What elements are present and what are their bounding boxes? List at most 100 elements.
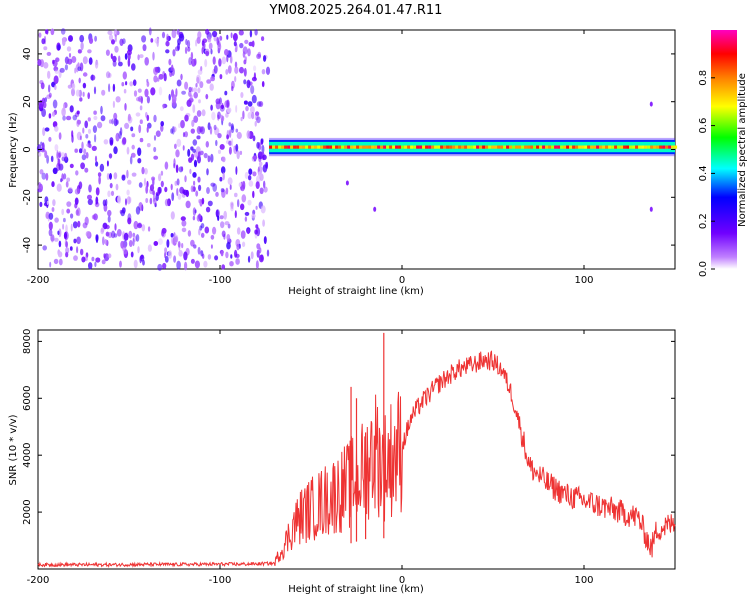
signal-band-core [398, 145, 402, 149]
signal-band-core [296, 145, 300, 149]
noise-cell [122, 249, 128, 255]
noise-cell [258, 161, 263, 166]
noise-cell [247, 48, 251, 57]
noise-cell [171, 64, 174, 72]
noise-cell [184, 81, 189, 90]
noise-cell [181, 220, 187, 227]
noise-cell [111, 39, 115, 45]
noise-cell [88, 37, 94, 44]
y-tick-label: 8000 [22, 329, 33, 354]
noise-cell [261, 144, 265, 154]
noise-cell [198, 99, 201, 104]
signal-band-core [500, 145, 504, 149]
noise-cell [198, 228, 201, 236]
noise-cell [58, 163, 64, 171]
noise-cell [156, 39, 159, 47]
signal-band-core [371, 145, 375, 149]
noise-cell [191, 119, 195, 127]
noise-cell [70, 223, 73, 232]
noise-cell [178, 250, 183, 257]
noise-cell [215, 191, 219, 197]
noise-cell [206, 79, 212, 84]
colorbar-tick-label: 0.4 [698, 165, 709, 181]
noise-cell [251, 40, 255, 48]
noise-cell [207, 122, 211, 131]
noise-cell [231, 86, 234, 92]
noise-cell [219, 215, 224, 220]
noise-cell [210, 234, 215, 240]
noise-cell [174, 180, 178, 186]
noise-cell [100, 227, 105, 233]
noise-cell [195, 83, 198, 88]
noise-cell [192, 207, 196, 216]
noise-cell [249, 30, 253, 38]
noise-cell [209, 83, 214, 91]
noise-cell [93, 110, 97, 115]
noise-cell [213, 65, 218, 74]
signal-band-core [404, 145, 408, 149]
noise-cell [121, 82, 125, 87]
noise-cell [209, 126, 213, 135]
noise-cell [240, 116, 243, 122]
noise-cell [192, 104, 196, 113]
signal-band-core [392, 145, 396, 149]
noise-cell [192, 215, 196, 221]
noise-cell [44, 150, 48, 159]
signal-band-core [275, 145, 279, 149]
noise-cell [235, 105, 238, 113]
noise-cell [253, 65, 257, 72]
noise-cell [179, 106, 184, 112]
noise-cell [41, 108, 46, 117]
noise-cell [203, 152, 208, 159]
noise-cell [94, 134, 97, 143]
noise-cell [95, 234, 99, 242]
signal-band-core [662, 145, 666, 149]
noise-cell [239, 66, 244, 74]
signal-band-core [536, 145, 540, 149]
noise-cell [135, 234, 140, 242]
noise-cell [53, 75, 59, 84]
noise-cell [192, 87, 198, 93]
noise-cell [74, 67, 77, 74]
noise-cell [168, 93, 171, 101]
noise-cell [115, 132, 120, 142]
signal-band-core [344, 145, 348, 149]
signal-band-core [668, 145, 672, 149]
noise-cell [54, 144, 59, 152]
noise-cell [229, 55, 233, 64]
noise-cell [57, 230, 60, 235]
noise-cell [234, 192, 238, 198]
noise-cell [158, 186, 162, 194]
noise-cell [107, 215, 111, 223]
noise-cell [266, 249, 270, 257]
y-tick-label: 4000 [22, 442, 33, 467]
noise-cell [123, 232, 129, 241]
noise-cell [182, 145, 185, 151]
noise-cell [187, 230, 192, 237]
noise-cell [103, 139, 109, 145]
noise-cell [257, 151, 263, 160]
signal-band-core [458, 145, 462, 149]
noise-cell [241, 194, 247, 203]
noise-cell [58, 258, 63, 266]
noise-cell [87, 198, 93, 206]
signal-band-core [443, 145, 447, 149]
noise-cell [146, 96, 150, 104]
noise-cell [77, 119, 81, 125]
noise-cell [226, 107, 232, 113]
x-tick-label: -100 [209, 275, 232, 286]
signal-band-core [383, 145, 387, 149]
noise-cell [153, 135, 157, 141]
noise-cell [200, 66, 203, 72]
noise-cell [220, 114, 223, 122]
signal-band-core [437, 145, 441, 149]
noise-cell [60, 152, 66, 157]
noise-cell [263, 55, 267, 62]
noise-cell [39, 201, 43, 208]
noise-cell [77, 49, 82, 54]
snr-content [37, 332, 676, 568]
noise-cell [190, 128, 195, 134]
noise-cell [222, 172, 225, 181]
noise-cell [41, 172, 47, 180]
